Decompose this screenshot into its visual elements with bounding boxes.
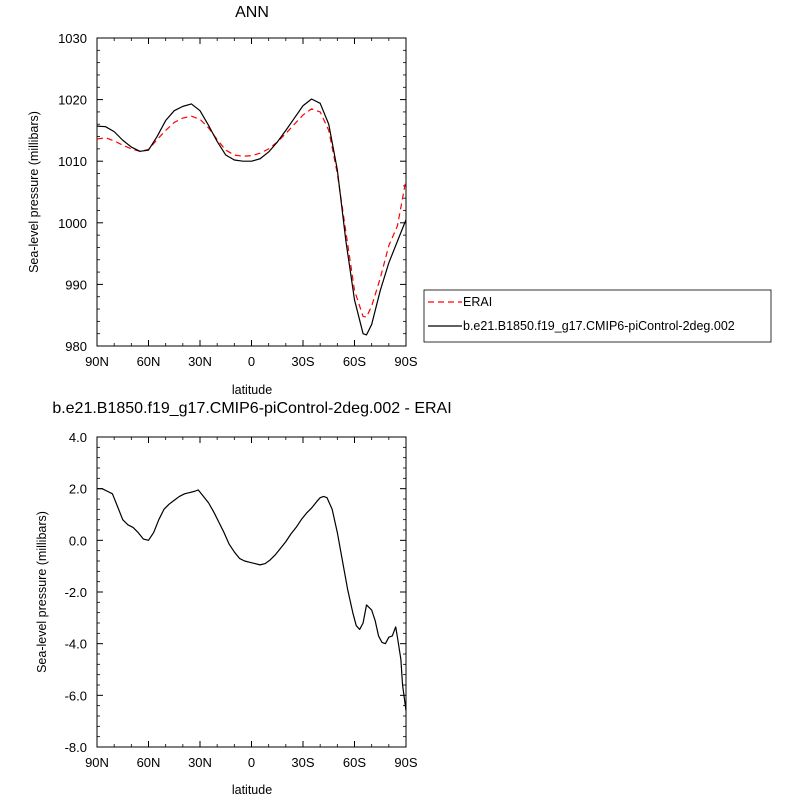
y-tick-label: -6.0 (65, 688, 87, 703)
top-axis-ticks: 90N 60N 30N 0 30S 60S 90S 980 990 1000 1010 1020 103… (58, 31, 418, 369)
legend-box (423, 289, 772, 343)
top-panel-title: ANN (235, 4, 269, 21)
legend-label-erai: ERAI (463, 295, 492, 309)
x-tick-label: 90S (394, 354, 417, 369)
legend-label-model: b.e21.B1850.f19_g17.CMIP6-piControl-2deg… (463, 319, 735, 333)
y-tick-label: 4.0 (69, 430, 87, 445)
top-x-axis-label: latitude (232, 383, 272, 397)
series-line-b-e21-b1850-f19-g17-cmip6-picontrol-2deg-002 (96, 98, 407, 336)
x-tick-label: 30S (291, 354, 314, 369)
y-tick-label: 1000 (58, 216, 87, 231)
bottom-axis-ticks: 90N 60N 30N 0 30S 60S 90S -8.0 -6.0 -4.0 -2.0 0.0 2.… (65, 430, 418, 770)
y-tick-label: -2.0 (65, 585, 87, 600)
top-plot-frame (96, 37, 407, 347)
x-tick-label: 90N (85, 354, 109, 369)
bottom-panel: b.e21.B1850.f19_g17.CMIP6-piControl-2deg… (35, 400, 452, 797)
x-tick-label: 90S (394, 755, 417, 770)
x-tick-label: 30N (188, 755, 212, 770)
legend: ERAI b.e21.B1850.f19_g17.CMIP6-piControl… (423, 289, 772, 343)
y-tick-label: 980 (65, 339, 87, 354)
top-series-lines (96, 98, 407, 336)
bottom-series-lines (97, 488, 407, 711)
y-tick-label: 990 (65, 277, 87, 292)
y-tick-label: 1020 (58, 93, 87, 108)
x-tick-label: 0 (248, 354, 255, 369)
top-y-axis-label: Sea-level pressure (millibars) (27, 111, 41, 273)
top-panel: ANN 90N 60N 30N 0 30S 60S 90S 980 990 1000 1010 102… (27, 4, 418, 397)
bottom-panel-title: b.e21.B1850.f19_g17.CMIP6-piControl-2deg… (52, 400, 451, 417)
x-tick-label: 0 (248, 755, 255, 770)
y-tick-label: -4.0 (65, 637, 87, 652)
x-tick-label: 60S (343, 354, 366, 369)
series-line-difference (97, 488, 407, 711)
bottom-y-axis-label: Sea-level pressure (millibars) (35, 511, 49, 673)
y-tick-label: 1030 (58, 31, 87, 46)
y-tick-label: 1010 (58, 154, 87, 169)
x-tick-label: 60N (137, 755, 161, 770)
x-tick-label: 30N (188, 354, 212, 369)
x-tick-label: 60S (343, 755, 366, 770)
x-tick-label: 90N (85, 755, 109, 770)
series-line-erai (96, 108, 407, 318)
bottom-plot-frame (96, 436, 407, 748)
x-tick-label: 30S (291, 755, 314, 770)
bottom-x-axis-label: latitude (232, 783, 272, 797)
y-tick-label: 2.0 (69, 482, 87, 497)
y-tick-label: 0.0 (69, 533, 87, 548)
x-tick-label: 60N (137, 354, 161, 369)
y-tick-label: -8.0 (65, 740, 87, 755)
